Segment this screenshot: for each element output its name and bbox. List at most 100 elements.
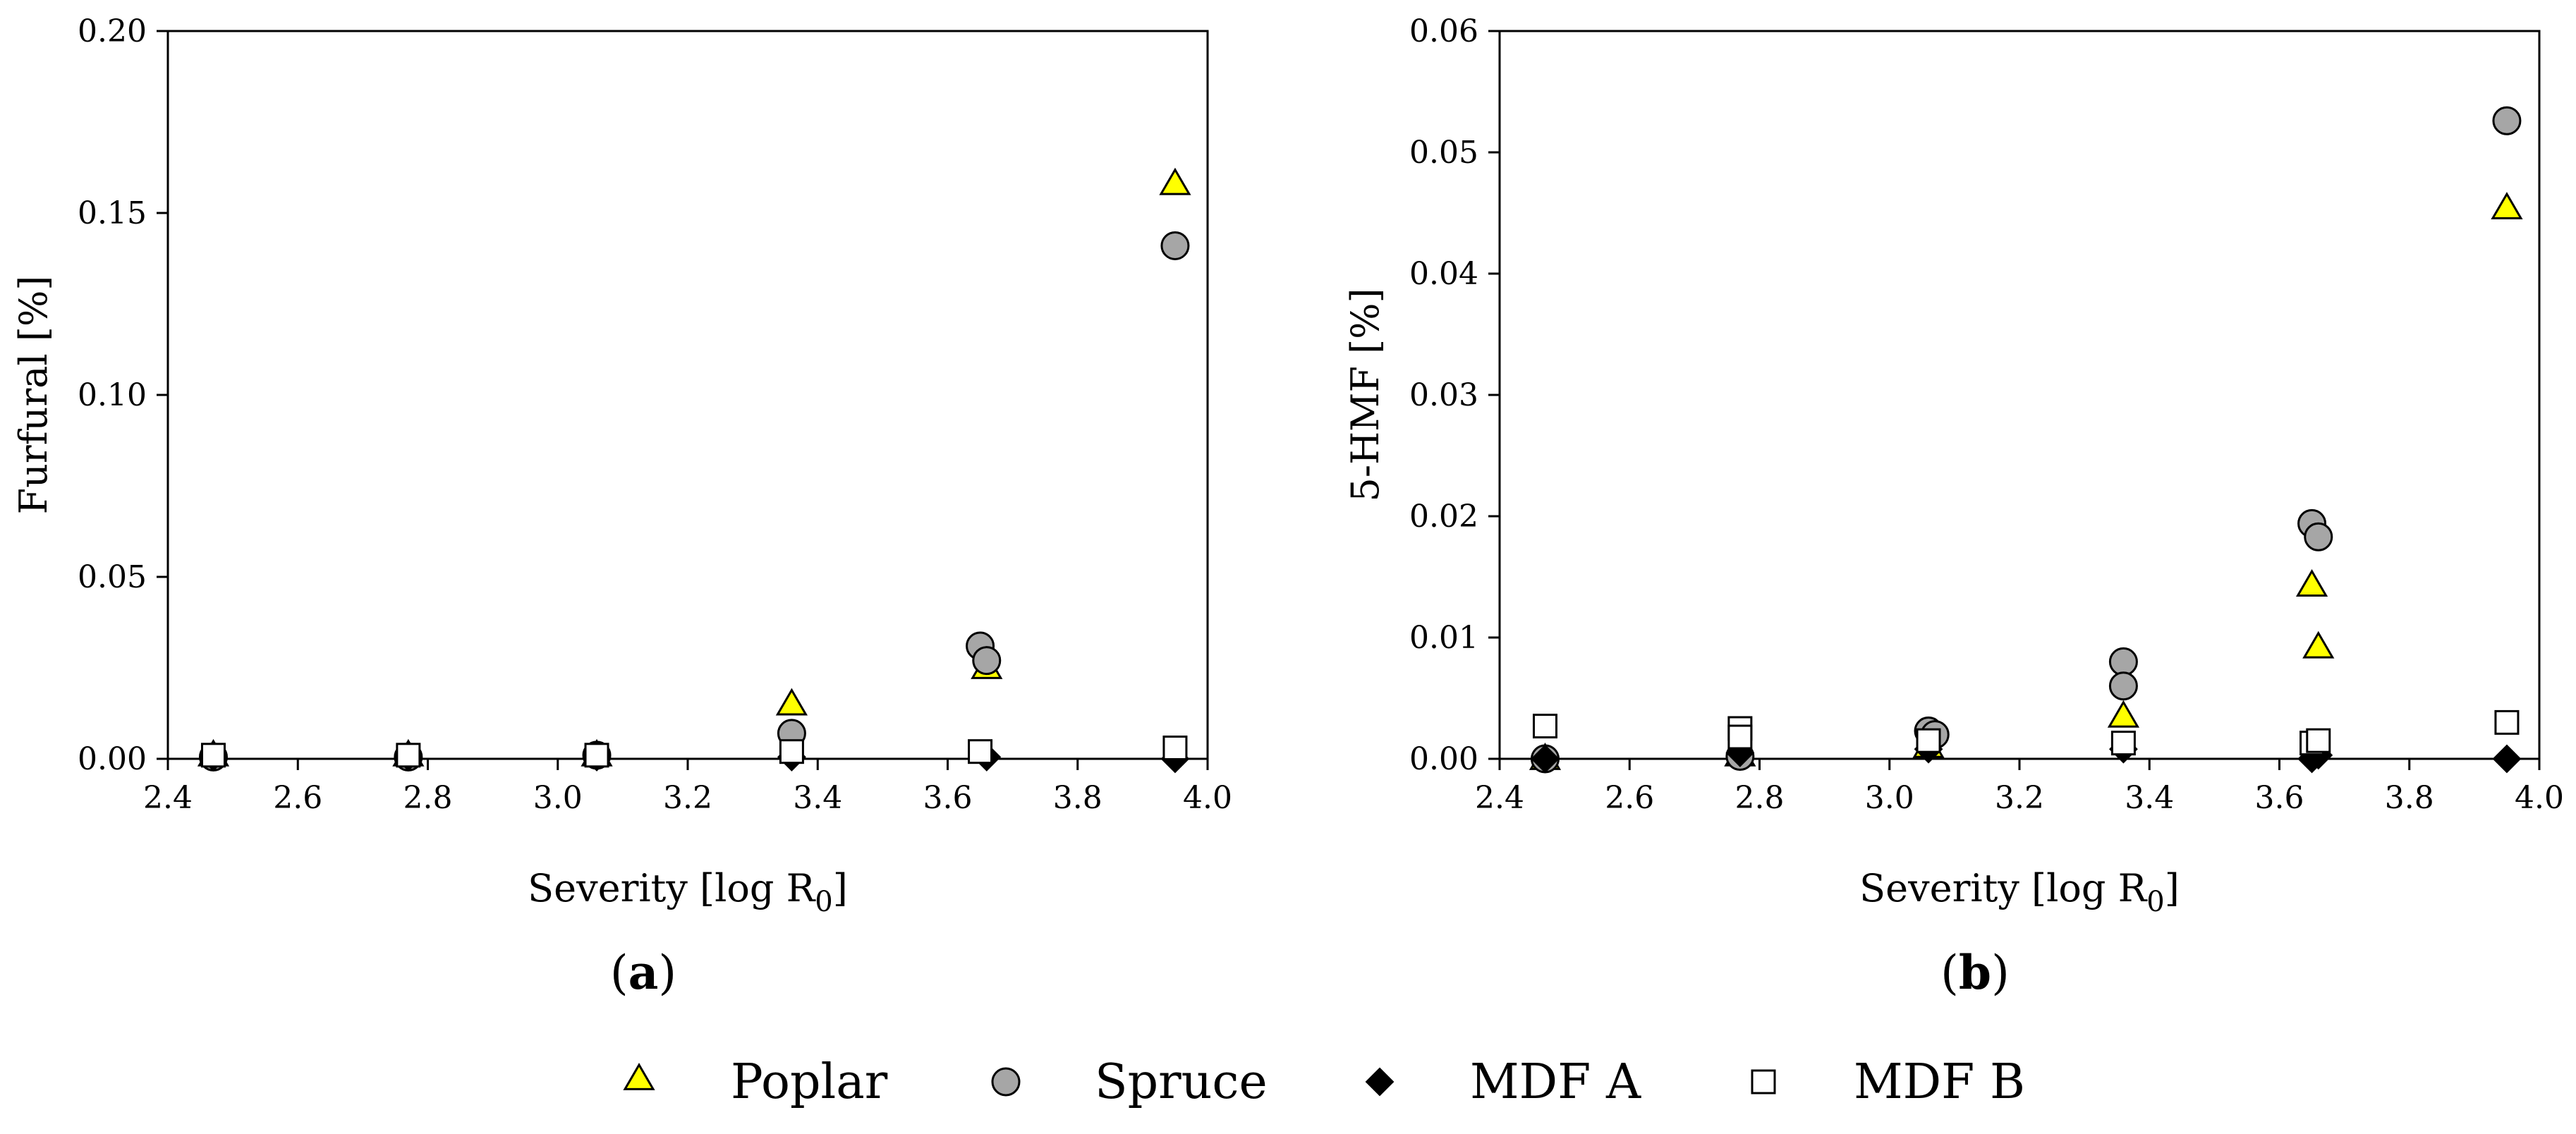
y-tick-label-a-0: 0.00 (78, 741, 147, 777)
point-a-mdf-b-3 (779, 739, 804, 764)
x-tick-label-b-1: 2.6 (1605, 780, 1654, 816)
y-tick-label-b-0: 0.00 (1409, 741, 1478, 777)
point-a-mdf-b-2 (584, 743, 609, 768)
x-axis-b: 2.4 2.6 2.8 3.0 3.2 3.4 3.6 3.8 4.0 (1475, 759, 2564, 816)
legend-label-mdf-b: MDF B (1854, 1054, 2025, 1110)
point-b-mdf-b-0 (1532, 714, 1557, 739)
x-tick-label-a-0: 2.4 (143, 780, 193, 816)
x-tick-label-b-7: 3.8 (2385, 780, 2434, 816)
x-tick-label-b-3: 3.0 (1865, 780, 1914, 816)
x-axis-title-main-b: Severity [log R (1859, 866, 2147, 910)
x-tick-label-b-8: 4.0 (2515, 780, 2564, 816)
y-tick-label-b-3: 0.03 (1409, 377, 1478, 413)
legend-marker-spruce (991, 1067, 1021, 1097)
y-tick-label-b-1: 0.01 (1409, 620, 1478, 656)
point-a-mdf-b-1 (396, 743, 421, 768)
x-tick-label-a-1: 2.6 (273, 780, 322, 816)
x-tick-label-a-5: 3.4 (793, 780, 842, 816)
x-tick-label-a-4: 3.2 (663, 780, 712, 816)
x-tick-label-b-4: 3.2 (1995, 780, 2044, 816)
point-b-spruce-7 (2304, 522, 2333, 551)
panel-label-a-close: ) (658, 946, 676, 1000)
x-axis-title-sub-a: 0 (815, 886, 832, 918)
point-a-poplar-5 (1159, 167, 1191, 195)
point-b-mdf-b-2 (1727, 724, 1753, 750)
y-tick-label-b-4: 0.04 (1409, 256, 1478, 292)
x-tick-label-b-0: 2.4 (1475, 780, 1524, 816)
x-tick-label-a-6: 3.6 (923, 780, 973, 816)
x-axis-title-sub-b: 0 (2146, 886, 2164, 918)
x-tick-label-b-2: 2.8 (1735, 780, 1785, 816)
x-axis-title-end-b: ] (2165, 866, 2180, 910)
point-b-mdf-b-7 (2494, 709, 2520, 735)
point-b-poplar-3 (2107, 700, 2140, 728)
x-tick-label-a-3: 3.0 (533, 780, 583, 816)
y-tick-label-b-2: 0.02 (1409, 499, 1478, 535)
y-axis-b: 0.00 0.01 0.02 0.03 0.04 0.05 0.06 (1409, 13, 1500, 777)
y-axis-title-b: 5-HMF [%] (1343, 288, 1387, 501)
point-b-spruce-8 (2492, 106, 2522, 135)
y-tick-label-a-4: 0.20 (78, 13, 147, 49)
y-tick-label-a-1: 0.05 (78, 559, 147, 595)
panel-label-a-open: ( (610, 946, 628, 1000)
legend-symbol-mdf-b (1751, 1069, 1776, 1095)
legend: Poplar Spruce MDF A MDF B (623, 1054, 2025, 1110)
legend-label-spruce: Spruce (1095, 1054, 1268, 1110)
point-a-mdf-b-4 (968, 739, 993, 764)
x-tick-label-a-2: 2.8 (403, 780, 453, 816)
point-b-poplar-6 (2491, 192, 2523, 220)
legend-symbol-mdf-a (1365, 1067, 1395, 1097)
legend-item-spruce: Spruce (991, 1054, 1268, 1110)
x-axis-a: 2.4 2.6 2.8 3.0 3.2 3.4 3.6 3.8 4.0 (143, 759, 1232, 816)
point-a-spruce-5 (972, 646, 1002, 676)
x-tick-label-b-5: 3.4 (2125, 780, 2174, 816)
y-tick-label-a-3: 0.15 (78, 195, 147, 231)
panel-label-b-open: ( (1940, 946, 1959, 1000)
panel-label-a: (a) (610, 945, 676, 1000)
x-axis-title-main-a: Severity [log R (528, 866, 815, 910)
x-tick-label-b-6: 3.6 (2255, 780, 2304, 816)
point-b-poplar-4 (2295, 569, 2328, 597)
point-b-mdf-a-0 (1531, 744, 1560, 774)
point-b-poplar-5 (2302, 630, 2335, 659)
point-b-mdf-a-6 (2492, 744, 2522, 774)
point-b-spruce-4 (2108, 647, 2138, 676)
y-tick-label-b-6: 0.06 (1409, 13, 1478, 49)
legend-marker-mdf-b (1751, 1069, 1776, 1095)
legend-marker-mdf-a (1365, 1067, 1395, 1097)
point-b-mdf-b-6 (2306, 728, 2331, 753)
point-a-mdf-b-5 (1162, 736, 1188, 761)
legend-item-mdf-a: MDF A (1365, 1054, 1641, 1110)
x-axis-title-end-a: ] (833, 866, 848, 910)
plot-area-a (166, 30, 1209, 760)
legend-item-mdf-b: MDF B (1751, 1054, 2025, 1110)
plot-area-b (1498, 30, 2541, 760)
legend-marker-poplar (623, 1063, 655, 1090)
x-tick-label-a-7: 3.8 (1053, 780, 1102, 816)
panel-label-b-close: ) (1991, 946, 2010, 1000)
point-a-mdf-b-0 (200, 743, 226, 768)
point-a-poplar-3 (775, 688, 808, 716)
panel-label-b: (b) (1940, 945, 2010, 1000)
chart-panel-b: 2.4 2.6 2.8 3.0 3.2 3.4 3.6 3.8 4.0 0.00 0.01 0.02… (1343, 13, 2564, 1000)
point-b-mdf-b-4 (2110, 731, 2136, 756)
point-b-mdf-b-3 (1916, 728, 1941, 753)
y-tick-label-b-5: 0.05 (1409, 135, 1478, 171)
x-tick-label-a-8: 4.0 (1183, 780, 1232, 816)
panel-label-a-letter: a (628, 945, 659, 1000)
point-b-spruce-5 (2108, 671, 2138, 701)
legend-symbol-poplar (623, 1063, 655, 1090)
point-a-spruce-6 (1160, 231, 1190, 260)
legend-item-poplar: Poplar (623, 1054, 888, 1110)
y-axis-title-a: Furfural [%] (11, 276, 56, 515)
x-axis-title-b: Severity [log R0] (1859, 866, 2180, 918)
data-points-b (1529, 106, 2523, 774)
chart-panel-a: 2.4 2.6 2.8 3.0 3.2 3.4 3.6 3.8 4.0 0.00 0.05 0.10… (11, 13, 1232, 1000)
data-points-a (197, 167, 1191, 774)
y-tick-label-a-2: 0.10 (78, 377, 147, 413)
legend-label-poplar: Poplar (731, 1054, 888, 1110)
legend-label-mdf-a: MDF A (1470, 1054, 1641, 1110)
panel-label-b-letter: b (1959, 945, 1991, 1000)
legend-symbol-spruce (991, 1067, 1021, 1097)
